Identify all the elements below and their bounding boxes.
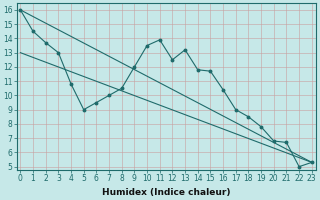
X-axis label: Humidex (Indice chaleur): Humidex (Indice chaleur) [102, 188, 230, 197]
